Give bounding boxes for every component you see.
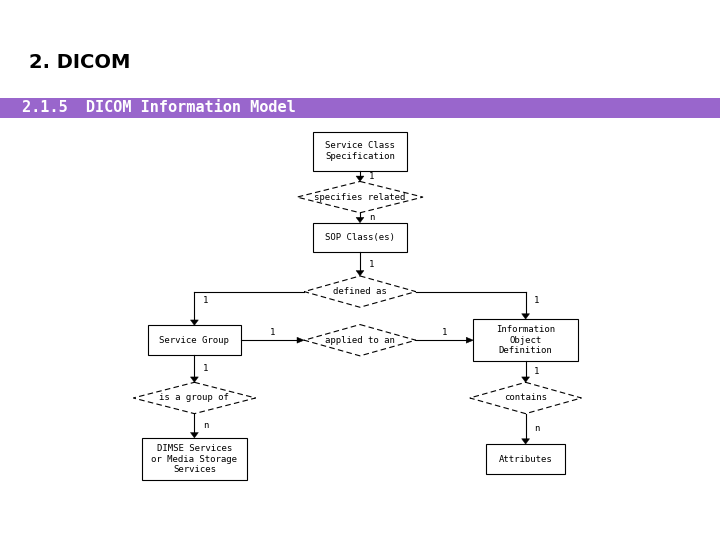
Polygon shape — [190, 377, 199, 382]
Polygon shape — [304, 325, 416, 356]
Text: n: n — [369, 213, 374, 222]
Text: applied to an: applied to an — [325, 336, 395, 345]
Text: Service Class
Specification: Service Class Specification — [325, 141, 395, 161]
Text: Information
Object
Definition: Information Object Definition — [496, 325, 555, 355]
Bar — [0, 118, 720, 540]
Polygon shape — [297, 181, 423, 213]
Text: 1: 1 — [369, 172, 374, 180]
Text: 1: 1 — [203, 364, 208, 373]
Bar — [0, 98, 720, 118]
Polygon shape — [467, 337, 474, 343]
FancyBboxPatch shape — [143, 438, 246, 480]
Bar — [0, 0, 720, 98]
Polygon shape — [356, 271, 364, 276]
Text: 1: 1 — [442, 328, 447, 337]
Polygon shape — [356, 176, 364, 181]
Polygon shape — [521, 377, 529, 382]
FancyBboxPatch shape — [474, 319, 577, 361]
FancyBboxPatch shape — [486, 444, 565, 474]
Text: 2.1.5  DICOM Information Model: 2.1.5 DICOM Information Model — [22, 100, 295, 116]
Polygon shape — [133, 382, 256, 414]
Text: 1: 1 — [270, 328, 275, 337]
Text: n: n — [203, 421, 208, 430]
Text: Service Group: Service Group — [159, 336, 230, 345]
Text: defined as: defined as — [333, 287, 387, 296]
Polygon shape — [356, 217, 364, 222]
FancyBboxPatch shape — [313, 222, 407, 252]
Text: Attributes: Attributes — [499, 455, 552, 463]
Text: 1: 1 — [369, 260, 374, 269]
Polygon shape — [190, 433, 199, 438]
Text: n: n — [534, 424, 539, 434]
Text: 1: 1 — [534, 296, 539, 305]
Text: 2. DICOM: 2. DICOM — [29, 52, 130, 72]
Text: is a group of: is a group of — [159, 394, 230, 402]
FancyBboxPatch shape — [313, 132, 407, 171]
Polygon shape — [469, 382, 582, 414]
FancyBboxPatch shape — [148, 325, 241, 355]
Polygon shape — [304, 276, 416, 307]
Text: contains: contains — [504, 394, 547, 402]
Text: 1: 1 — [203, 296, 208, 305]
Text: specifies related: specifies related — [315, 193, 405, 201]
Text: SOP Class(es): SOP Class(es) — [325, 233, 395, 242]
Polygon shape — [190, 320, 199, 325]
Text: 1: 1 — [534, 367, 539, 376]
Polygon shape — [521, 438, 529, 444]
Polygon shape — [297, 337, 304, 343]
Polygon shape — [521, 314, 529, 319]
Text: DIMSE Services
or Media Storage
Services: DIMSE Services or Media Storage Services — [151, 444, 238, 474]
